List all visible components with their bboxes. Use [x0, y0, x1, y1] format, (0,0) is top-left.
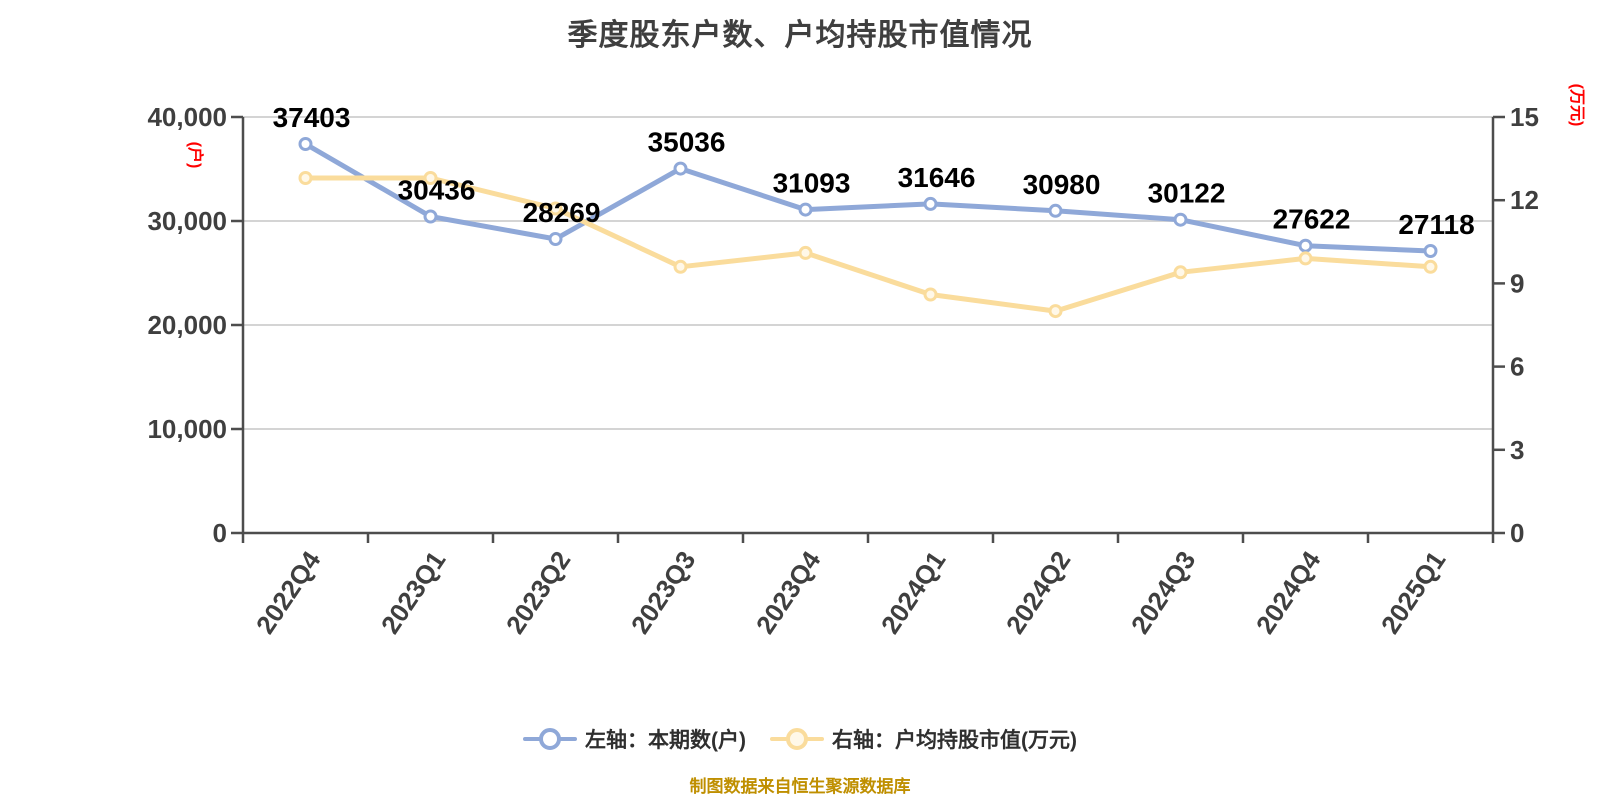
legend-label-right-axis: 右轴：户均持股市值(万元) — [832, 729, 1077, 752]
x-axis-tick-label: 2024Q2 — [1000, 546, 1077, 639]
data-point-marker — [548, 201, 563, 216]
y-axis-left-tick-label: 40,000 — [147, 102, 227, 132]
right-axis-unit-label: (万元) — [1568, 84, 1585, 127]
legend-circle — [786, 728, 808, 750]
legend-line-marker-icon — [523, 728, 577, 750]
x-axis-tick-label: 2023Q3 — [625, 546, 702, 639]
data-point-marker — [673, 161, 688, 176]
series-line-avg-holding-value — [303, 175, 1433, 314]
legend-item-shareholder-count: 左轴：本期数(户) — [523, 724, 746, 754]
data-label: 28269 — [523, 197, 601, 228]
y-axis-right-tick-label: 15 — [1510, 102, 1539, 132]
data-label: 30436 — [398, 175, 476, 206]
data-point-marker — [1298, 251, 1313, 266]
data-label: 27622 — [1273, 204, 1351, 235]
series-line-shareholder-count — [303, 141, 1433, 254]
legend: 左轴：本期数(户) 右轴：户均持股市值(万元) — [0, 724, 1600, 754]
legend-label-left-axis: 左轴：本期数(户) — [585, 729, 746, 752]
x-axis-tick-label: 2024Q1 — [875, 546, 952, 639]
data-point-marker — [1423, 259, 1438, 274]
data-label: 31093 — [773, 168, 851, 199]
data-label: 31646 — [898, 162, 976, 193]
data-label: 27118 — [1398, 209, 1474, 240]
data-label: 37403 — [273, 102, 351, 133]
y-axis-right-tick-label: 0 — [1510, 518, 1524, 548]
y-axis-right-tick-label: 9 — [1510, 268, 1524, 298]
x-axis-tick-label: 2023Q4 — [750, 545, 827, 639]
x-axis-tick-label: 2023Q1 — [375, 546, 452, 639]
left-axis-unit-label: (户) — [186, 142, 205, 169]
y-axis-left-tick-label: 20,000 — [147, 310, 227, 340]
data-point-marker — [1298, 238, 1313, 253]
data-point-marker — [923, 287, 938, 302]
data-label: 35036 — [648, 127, 726, 158]
data-point-marker — [1173, 265, 1188, 280]
data-point-marker — [1048, 304, 1063, 319]
legend-line-marker-icon — [770, 728, 824, 750]
y-axis-left-tick-label: 0 — [213, 518, 227, 548]
data-point-marker — [298, 137, 313, 151]
legend-circle — [539, 728, 561, 750]
data-point-marker — [298, 171, 313, 185]
data-point-marker — [923, 196, 938, 211]
data-point-marker — [423, 209, 438, 224]
x-axis-tick-label: 2024Q4 — [1250, 545, 1327, 639]
data-point-marker — [1048, 203, 1063, 218]
data-point-marker — [1423, 244, 1438, 258]
data-label: 30122 — [1148, 178, 1226, 209]
y-axis-right-tick-label: 12 — [1510, 185, 1539, 215]
data-point-marker — [1173, 212, 1188, 227]
y-axis-left-tick-label: 10,000 — [147, 414, 227, 444]
legend-item-avg-holding-value: 右轴：户均持股市值(万元) — [770, 724, 1077, 754]
data-point-marker — [423, 171, 438, 185]
chart-title: 季度股东户数、户均持股市值情况 — [567, 19, 1033, 52]
y-axis-left-tick-label: 30,000 — [147, 206, 227, 236]
x-axis-tick-label: 2024Q3 — [1125, 546, 1202, 639]
x-axis-tick-label: 2022Q4 — [250, 545, 327, 639]
x-axis-tick-label: 2025Q1 — [1375, 546, 1452, 639]
data-point-marker — [798, 202, 813, 217]
data-label: 30980 — [1023, 169, 1101, 200]
x-axis-tick-label: 2023Q2 — [500, 546, 577, 639]
data-point-marker — [673, 259, 688, 274]
y-axis-right-tick-label: 6 — [1510, 352, 1524, 382]
data-point-marker — [548, 232, 563, 246]
y-axis-right-tick-label: 3 — [1510, 435, 1524, 465]
data-point-marker — [798, 245, 813, 260]
data-source-note: 制图数据来自恒生聚源数据库 — [689, 777, 911, 796]
